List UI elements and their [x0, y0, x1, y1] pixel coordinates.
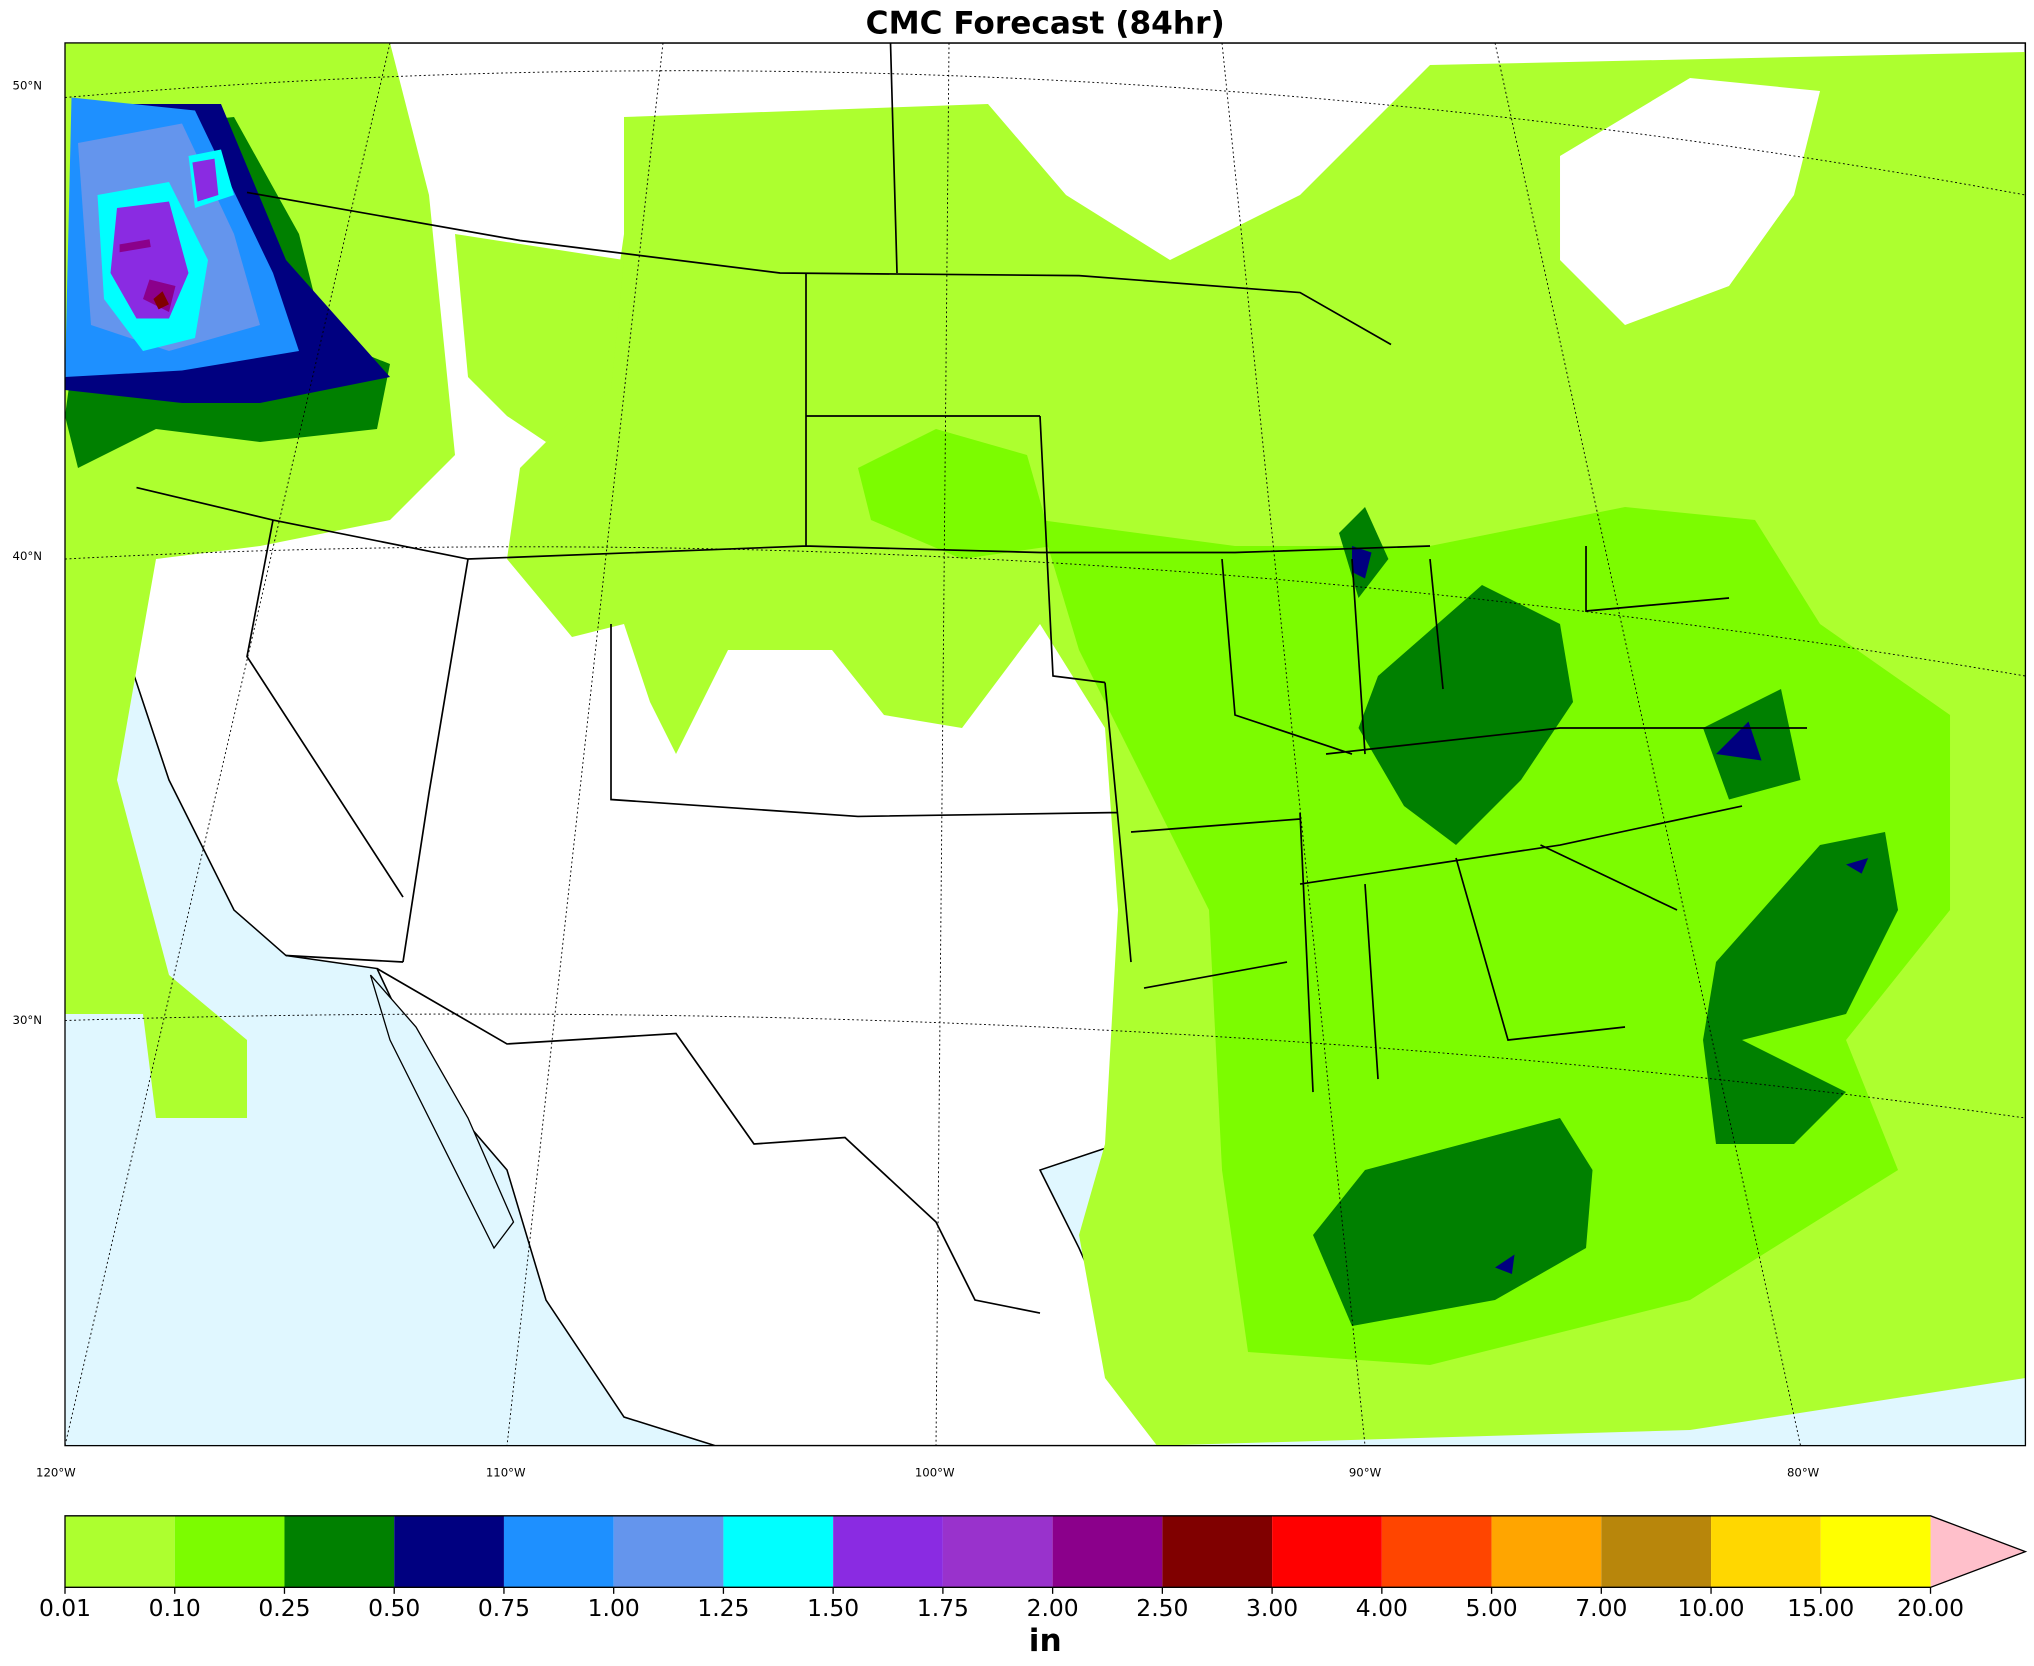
colorbar-tick-label: 1.00	[588, 1594, 640, 1622]
colorbar-bin	[1272, 1515, 1382, 1588]
colorbar-bin	[394, 1515, 504, 1588]
lat-labels: 50°N 40°N 30°N	[13, 78, 42, 1027]
lat-label: 40°N	[13, 549, 42, 563]
colorbar-bin	[613, 1515, 724, 1588]
colorbar-bin	[1820, 1515, 1931, 1588]
precip-gulf	[1313, 1118, 1593, 1327]
colorbar-outline	[64, 1515, 2028, 1588]
colorbar-bin	[942, 1515, 1053, 1588]
precip-nw-max	[153, 291, 170, 310]
lon-label: 120°W	[36, 1465, 76, 1479]
colorbar-tick-label: 1.25	[697, 1594, 749, 1622]
map-frame	[64, 42, 2027, 1447]
colorbar-tick-label: 4.00	[1356, 1594, 1408, 1622]
colorbar-tick-label: 0.50	[368, 1594, 420, 1622]
colorbar-tick-label: 0.75	[478, 1594, 530, 1622]
colorbar-bin	[1162, 1515, 1273, 1588]
colorbar-bin	[503, 1515, 614, 1588]
dry-canada	[1560, 78, 1821, 326]
lon-label: 100°W	[915, 1465, 955, 1479]
colorbar-tick-label: 2.50	[1136, 1594, 1188, 1622]
colorbar-tick-label: 1.50	[807, 1594, 859, 1622]
colorbar-tick-label: 3.00	[1246, 1594, 1298, 1622]
lon-labels: 120°W 110°W 100°W 90°W 80°W	[36, 1465, 1820, 1479]
lon-label: 90°W	[1349, 1465, 1382, 1479]
colorbar-bin	[174, 1515, 285, 1588]
colorbar-tick-label: 15.00	[1787, 1594, 1854, 1622]
colorbar-bin	[65, 1515, 175, 1588]
colorbar-tick-label: 0.25	[258, 1594, 310, 1622]
colorbar-tick-label: 2.00	[1027, 1594, 1079, 1622]
colorbar-extend	[1930, 1515, 2026, 1588]
colorbar-bin	[1601, 1515, 1712, 1588]
colorbar-tick-label: 0.10	[149, 1594, 201, 1622]
colorbar-tick-label: 20.00	[1897, 1594, 1964, 1622]
lat-label: 50°N	[13, 78, 42, 92]
gulf-of-california	[369, 974, 515, 1250]
colorbar-bin	[1052, 1515, 1163, 1588]
colorbar-tick-label: 5.00	[1466, 1594, 1518, 1622]
colorbar-unit: in	[1029, 1623, 1062, 1659]
title: CMC Forecast (84hr)	[866, 6, 1225, 42]
lon-label: 80°W	[1787, 1465, 1820, 1479]
precip-nw-violet	[110, 158, 219, 319]
colorbar: 0.01 0.10 0.25 0.50 0.75 1.00 1.25 1.50 1.75 2.00…	[39, 1515, 2028, 1622]
precip-moderate-plains	[858, 429, 1054, 560]
graticule	[65, 42, 2026, 1446]
boundaries	[136, 42, 1808, 1314]
colorbar-bin	[1491, 1515, 1602, 1588]
colorbar-tick-label: 1.75	[917, 1594, 969, 1622]
lon-label: 110°W	[486, 1465, 526, 1479]
precip-light-rockies	[455, 234, 625, 443]
lat-label: 30°N	[13, 1013, 42, 1027]
precip-southeast	[1703, 832, 1899, 1145]
colorbar-tick-label: 10.00	[1678, 1594, 1745, 1622]
colorbar-tick-label: 0.01	[39, 1594, 91, 1622]
colorbar-bin	[833, 1515, 943, 1588]
colorbar-bin	[284, 1515, 395, 1588]
map	[65, 42, 2026, 1446]
colorbar-bin	[723, 1515, 834, 1588]
colorbar-bin	[1381, 1515, 1492, 1588]
colorbar-tick-label: 7.00	[1575, 1594, 1627, 1622]
colorbar-bin	[1711, 1515, 1821, 1588]
precip-ohio-valley	[1358, 585, 1574, 846]
